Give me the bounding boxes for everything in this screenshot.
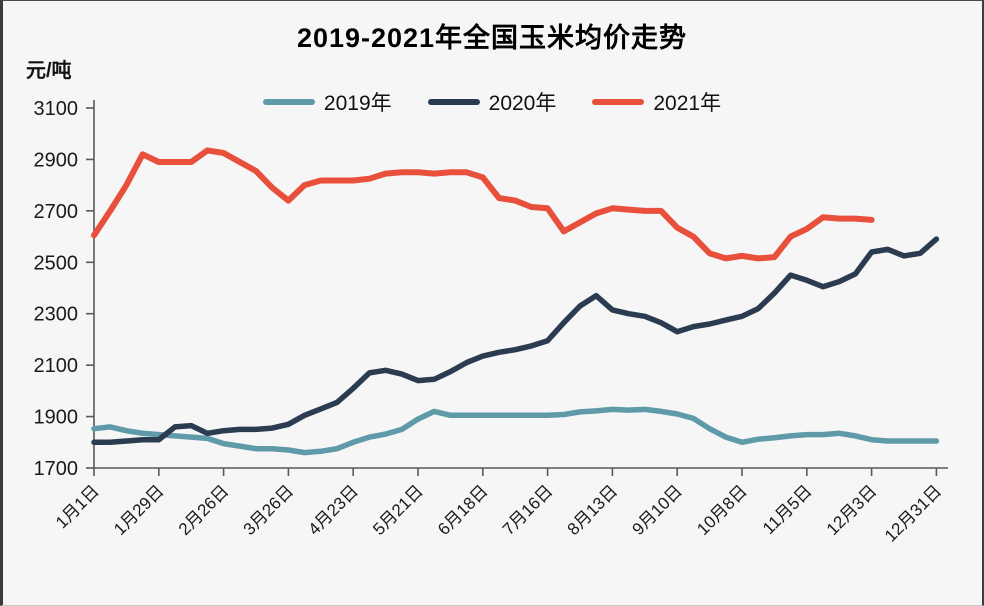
x-tick-label: 8月13日 [564,481,622,539]
x-tick-label: 10月8日 [693,481,751,539]
legend-label: 2019年 [323,92,392,115]
y-tick-label: 2500 [34,252,79,274]
x-tick-label: 9月10日 [628,481,686,539]
legend-item-2019年: 2019年 [262,87,392,117]
series-line-2020年 [91,236,940,446]
x-tick-label: 3月26日 [240,481,298,539]
y-tick-label: 1700 [34,458,79,480]
legend-item-2020年: 2020年 [427,87,557,117]
chart-title: 2019-2021年全国玉米均价走势 [296,23,688,53]
chart-legend: 2019年 2020年 2021年 [0,87,984,117]
y-tick-label: 2300 [34,304,79,326]
series-line-2019年 [91,406,940,456]
legend-label: 2020年 [488,92,557,115]
x-tick-label: 12月3日 [823,481,881,539]
y-tick-label: 1900 [34,407,79,429]
y-axis-unit-label: 元/吨 [26,60,72,82]
x-tick-label: 12月31日 [881,481,945,545]
x-tick-label: 6月18日 [434,481,492,539]
y-tick-label: 2900 [34,149,79,171]
y-tick-label: 2700 [34,201,79,223]
x-tick-label: 5月21日 [369,481,427,539]
x-tick-label: 2月26日 [175,481,233,539]
x-tick-label: 1月29日 [110,481,168,539]
x-tick-label: 4月23日 [304,481,362,539]
y-tick-label: 2100 [34,355,79,377]
legend-item-2021年: 2021年 [592,87,721,117]
x-tick-label: 11月5日 [759,481,816,538]
series-line-2021年 [91,147,875,262]
x-tick-label: 7月16日 [499,481,557,539]
y-tick-label: 3100 [34,98,79,120]
x-tick-label: 1月1日 [52,481,103,532]
legend-line-swatch [592,99,645,105]
legend-line-swatch [427,99,480,105]
legend-label: 2021年 [653,92,722,115]
legend-line-swatch [262,99,315,105]
